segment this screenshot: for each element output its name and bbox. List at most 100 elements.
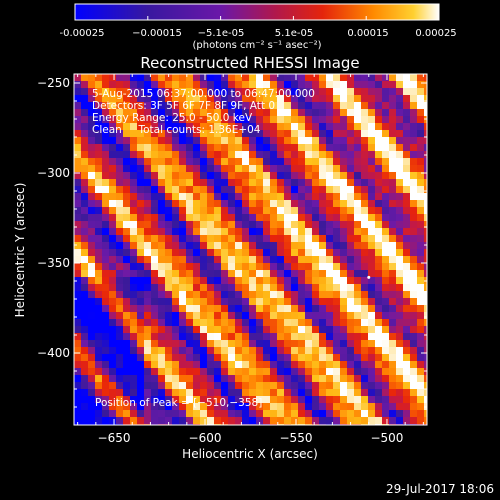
heatmap-cell <box>172 88 180 96</box>
heatmap-cell <box>109 291 117 299</box>
heatmap-cell <box>214 228 222 236</box>
heatmap-cell <box>88 347 96 355</box>
heatmap-cell <box>354 277 362 285</box>
heatmap-cell <box>326 417 334 425</box>
heatmap-cell <box>144 403 152 411</box>
heatmap-cell <box>74 249 82 257</box>
heatmap-cell <box>214 270 222 278</box>
heatmap-cell <box>333 263 341 271</box>
heatmap-cell <box>389 263 397 271</box>
heatmap-cell <box>291 186 299 194</box>
heatmap-cell <box>116 200 124 208</box>
heatmap-cell <box>109 396 117 404</box>
heatmap-cell <box>305 368 313 376</box>
heatmap-cell <box>151 130 159 138</box>
heatmap-cell <box>151 228 159 236</box>
heatmap-cell <box>298 382 306 390</box>
heatmap-cell <box>95 214 103 222</box>
heatmap-cell <box>389 333 397 341</box>
heatmap-cell <box>375 305 383 313</box>
heatmap-cell <box>256 207 264 215</box>
heatmap-cell <box>172 235 180 243</box>
heatmap-cell <box>340 116 348 124</box>
heatmap-cell <box>277 312 285 320</box>
heatmap-cell <box>417 277 425 285</box>
heatmap-cell <box>242 123 250 131</box>
heatmap-cell <box>193 410 201 418</box>
heatmap-cell <box>284 382 292 390</box>
heatmap-cell <box>74 347 82 355</box>
heatmap-cell <box>375 200 383 208</box>
heatmap-cell <box>144 207 152 215</box>
heatmap-cell <box>207 109 215 117</box>
heatmap-cell <box>81 298 89 306</box>
heatmap-cell <box>277 368 285 376</box>
heatmap-cell <box>410 396 418 404</box>
heatmap-cell <box>368 242 376 250</box>
heatmap-cell <box>158 102 166 110</box>
heatmap-cell <box>88 207 96 215</box>
heatmap-cell <box>235 298 243 306</box>
heatmap-cell <box>88 291 96 299</box>
heatmap-cell <box>312 354 320 362</box>
heatmap-cell <box>207 277 215 285</box>
heatmap-cell <box>277 165 285 173</box>
heatmap-cell <box>95 249 103 257</box>
heatmap-cell <box>235 116 243 124</box>
heatmap-cell <box>368 361 376 369</box>
heatmap-cell <box>172 410 180 418</box>
heatmap-cell <box>144 410 152 418</box>
heatmap-cell <box>200 375 208 383</box>
heatmap-cell <box>228 207 236 215</box>
heatmap-cell <box>123 333 131 341</box>
heatmap-cell <box>361 95 369 103</box>
heatmap-cell <box>263 340 271 348</box>
heatmap-cell <box>200 242 208 250</box>
heatmap-cell <box>109 270 117 278</box>
heatmap-cell <box>144 88 152 96</box>
heatmap-cell <box>347 396 355 404</box>
heatmap-cell <box>242 277 250 285</box>
heatmap-cell <box>158 410 166 418</box>
heatmap-cell <box>284 354 292 362</box>
heatmap-cell <box>95 123 103 131</box>
heatmap-cell <box>382 221 390 229</box>
heatmap-cell <box>179 277 187 285</box>
heatmap-cell <box>200 95 208 103</box>
heatmap-cell <box>319 256 327 264</box>
heatmap-cell <box>158 81 166 89</box>
heatmap-cell <box>396 298 404 306</box>
heatmap-cell <box>249 193 257 201</box>
heatmap-cell <box>263 235 271 243</box>
heatmap-cell <box>368 396 376 404</box>
heatmap-cell <box>298 305 306 313</box>
heatmap-cell <box>277 207 285 215</box>
heatmap-cell <box>102 410 110 418</box>
heatmap-cell <box>284 109 292 117</box>
heatmap-cell <box>214 116 222 124</box>
heatmap-cell <box>214 319 222 327</box>
heatmap-cell <box>88 144 96 152</box>
heatmap-cell <box>291 305 299 313</box>
heatmap-cell <box>347 214 355 222</box>
heatmap-cell <box>375 312 383 320</box>
heatmap-cell <box>340 361 348 369</box>
heatmap-cell <box>137 95 145 103</box>
heatmap-cell <box>277 263 285 271</box>
heatmap-cell <box>396 347 404 355</box>
heatmap-cell <box>354 207 362 215</box>
heatmap-cell <box>221 221 229 229</box>
heatmap-cell <box>200 333 208 341</box>
heatmap-cell <box>340 417 348 425</box>
heatmap-cell <box>382 305 390 313</box>
heatmap-cell <box>298 284 306 292</box>
heatmap-cell <box>298 291 306 299</box>
heatmap-cell <box>410 221 418 229</box>
heatmap-cell <box>81 326 89 334</box>
heatmap-cell <box>368 130 376 138</box>
heatmap-cell <box>319 130 327 138</box>
heatmap-cell <box>305 179 313 187</box>
heatmap-cell <box>424 326 427 334</box>
heatmap-cell <box>340 137 348 145</box>
heatmap-cell <box>389 228 397 236</box>
